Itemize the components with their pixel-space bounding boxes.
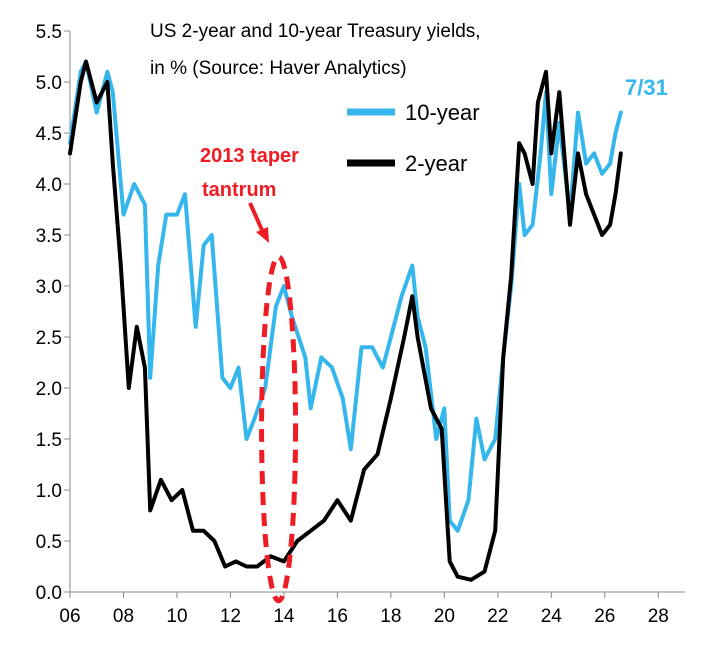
annotation-label-line1: 2013 taper: [200, 145, 299, 167]
y-tick-label: 3.0: [36, 277, 62, 298]
y-tick-label: 5.0: [36, 73, 62, 94]
annotation-arrow-shaft: [248, 202, 264, 231]
x-tick-label: 12: [220, 606, 241, 627]
series-line-2-year: [68, 59, 623, 582]
taper-tantrum-annotation: 2013 taper tantrum: [200, 145, 299, 604]
y-tick-label: 0.0: [36, 583, 62, 604]
y-tick-label: 3.5: [36, 226, 62, 247]
x-axis: 06 08 10 12 14 16 18 20 22 24 26 28: [59, 591, 685, 627]
series-lines: [68, 59, 623, 582]
x-tick-label: 06: [59, 606, 80, 627]
chart-title-line1: US 2-year and 10-year Treasury yields,: [150, 21, 481, 42]
legend-label-10-year: 10-year: [405, 100, 480, 125]
annotation-label-line2: tantrum: [202, 179, 276, 201]
y-tick-label: 5.5: [36, 22, 62, 43]
y-tick-label: 1.0: [36, 481, 62, 502]
x-tick-label: 20: [434, 606, 455, 627]
x-tick-label: 26: [594, 606, 615, 627]
y-tick-label: 4.5: [36, 124, 62, 145]
legend: 10-year 2-year: [347, 100, 480, 176]
x-tick-label: 14: [273, 606, 295, 627]
y-tick-label: 2.0: [36, 379, 62, 400]
chart-title-line2: in % (Source: Haver Analytics): [150, 58, 407, 79]
x-tick-label: 22: [487, 606, 508, 627]
x-tick-label: 18: [380, 606, 401, 627]
annotation-ellipse: [259, 254, 299, 604]
y-tick-label: 2.5: [36, 328, 62, 349]
x-tick-label: 08: [113, 606, 134, 627]
y-tick-label: 4.0: [36, 175, 62, 196]
y-axis: 0.0 0.5 1.0 1.5 2.0 2.5 3.0 3.5 4.0 4.5 5.0 5.5: [36, 22, 71, 604]
x-tick-label: 28: [648, 606, 669, 627]
y-tick-label: 0.5: [36, 532, 62, 553]
end-date-label: 7/31: [625, 75, 668, 100]
y-tick-label: 1.5: [36, 430, 62, 451]
x-tick-label: 10: [166, 606, 187, 627]
legend-label-2-year: 2-year: [405, 151, 467, 176]
x-tick-label: 24: [541, 606, 563, 627]
x-tick-label: 16: [327, 606, 348, 627]
annotation-arrow-head: [256, 227, 269, 243]
series-line-10-year: [68, 59, 623, 533]
